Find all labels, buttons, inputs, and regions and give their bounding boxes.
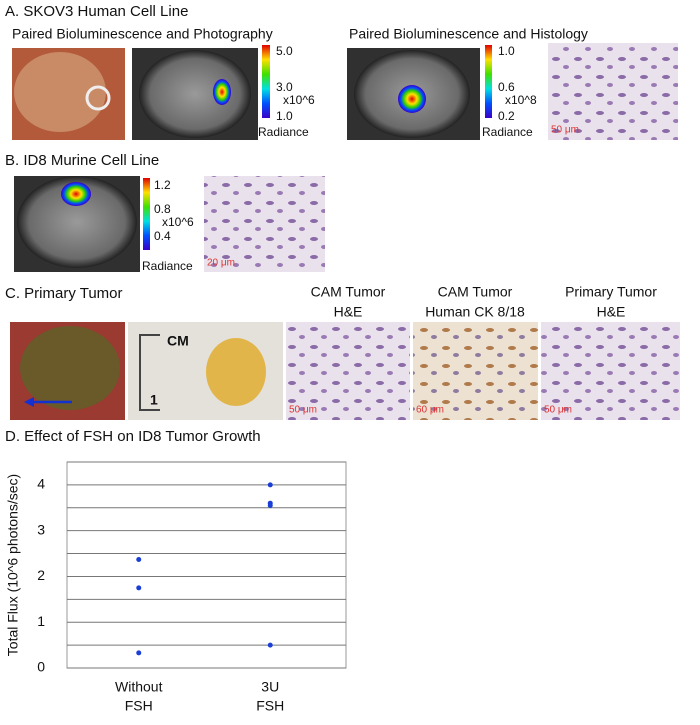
y-tick-label: 1 [37,613,45,629]
data-point [267,482,273,488]
arrow-head [24,397,34,407]
x-tick-label: FSH [256,698,284,714]
photo-detail [20,326,120,410]
x-tick-label: FSH [125,698,153,714]
colorbar-label: x10^6 [162,215,194,229]
scale-bar: 20 μm [207,258,235,269]
colorbar-label: Radiance [482,125,533,139]
data-point [136,650,142,656]
column-header: H&E [334,304,363,320]
colorbar-label: Radiance [258,125,309,139]
colorbar-label: 0.8 [154,202,171,216]
tumor [206,338,266,406]
colorbar [262,45,270,118]
panel-title: B. ID8 Murine Cell Line [5,152,159,169]
colorbar-label: 3.0 [276,80,293,94]
panel-title: C. Primary Tumor [5,285,123,302]
histology-image [204,176,325,272]
photo-detail [85,85,111,111]
histology-image [548,43,678,140]
dish [17,176,137,268]
colorbar-label: x10^8 [505,93,537,107]
caption: Paired Bioluminescence and Photography [12,26,273,42]
y-tick-label: 3 [37,521,45,537]
colorbar-label: 5.0 [276,44,293,58]
colorbar-label: 1.0 [498,44,515,58]
colorbar-label: 1.2 [154,178,171,192]
data-point [267,642,273,648]
colorbar-label: 0.6 [498,80,515,94]
colorbar-label: Radiance [142,259,193,273]
scale-bar: 60 μm [416,405,444,416]
x-tick-label: 3U [261,679,279,695]
histology-image [286,322,410,420]
signal [398,85,426,113]
y-axis-label: Total Flux (10^6 photons/sec) [5,474,21,656]
data-point [136,585,142,591]
scale-bar: 50 μm [289,405,317,416]
dish [139,50,251,138]
signal [213,79,231,105]
plot-frame [66,461,347,669]
column-header: Primary Tumor [565,284,657,300]
ruler-label: 1 [150,392,158,408]
histology-image [413,322,538,420]
column-header: H&E [597,304,626,320]
chart-title: D. Effect of FSH on ID8 Tumor Growth [5,428,261,445]
column-header: CAM Tumor [311,284,386,300]
histology-image [541,322,680,420]
colorbar-label: 0.2 [498,109,515,123]
colorbar-label: 0.4 [154,229,171,243]
data-point [136,557,142,563]
colorbar-label: 1.0 [276,109,293,123]
colorbar-label: x10^6 [283,93,315,107]
column-header: Human CK 8/18 [425,304,525,320]
photo-detail [14,52,106,132]
signal [61,182,91,206]
scale-bar: 50 μm [544,405,572,416]
colorbar [143,178,150,250]
scale-bar: 50 μm [551,125,579,136]
panel-title: A. SKOV3 Human Cell Line [5,3,188,20]
ruler [139,334,160,411]
colorbar [485,45,492,118]
column-header: CAM Tumor [438,284,513,300]
y-tick-label: 0 [37,659,45,675]
y-tick-label: 4 [37,476,45,492]
ruler-label: CM [167,333,189,349]
caption: Paired Bioluminescence and Histology [349,26,588,42]
x-tick-label: Without [115,679,163,695]
data-point [267,502,273,508]
y-tick-label: 2 [37,567,45,583]
